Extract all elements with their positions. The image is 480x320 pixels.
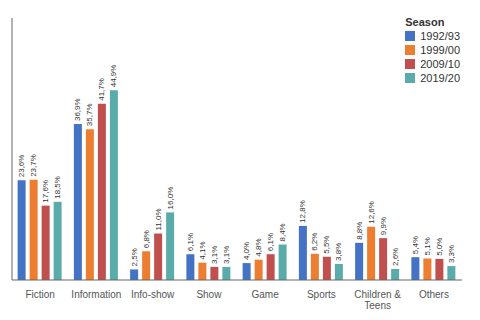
svg-text:Info-show: Info-show (131, 289, 175, 300)
svg-text:5,0%: 5,0% (435, 238, 444, 256)
svg-text:41,7%: 41,7% (97, 78, 106, 101)
svg-text:16,0%: 16,0% (166, 187, 175, 210)
svg-text:2,6%: 2,6% (391, 248, 400, 266)
svg-text:4,1%: 4,1% (198, 241, 207, 259)
svg-text:36,9%: 36,9% (73, 98, 82, 121)
svg-text:Show: Show (196, 289, 222, 300)
svg-text:8,4%: 8,4% (278, 223, 287, 241)
html-text:2009/10: 2009/10 (420, 58, 460, 70)
svg-text:17,6%: 17,6% (41, 180, 50, 203)
svg-text:2,5%: 2,5% (130, 248, 139, 266)
svg-text:23,7%: 23,7% (29, 154, 38, 177)
svg-text:Game: Game (252, 289, 280, 300)
svg-text:6,1%: 6,1% (266, 233, 275, 251)
svg-text:3,8%: 3,8% (334, 243, 343, 261)
html-text:2019/20: 2019/20 (420, 72, 460, 84)
svg-text:18,5%: 18,5% (53, 176, 62, 199)
svg-text:Sports: Sports (307, 289, 336, 300)
svg-text:12,8%: 12,8% (298, 200, 307, 223)
html-text:Season: Season (405, 16, 445, 28)
svg-text:35,7%: 35,7% (85, 103, 94, 126)
svg-text:4,0%: 4,0% (242, 242, 251, 260)
svg-text:5,1%: 5,1% (423, 237, 432, 255)
svg-text:6,1%: 6,1% (186, 233, 195, 251)
svg-text:Fiction: Fiction (25, 289, 54, 300)
svg-text:6,8%: 6,8% (142, 230, 151, 248)
svg-text:Information: Information (71, 289, 121, 300)
svg-text:5,5%: 5,5% (322, 236, 331, 254)
svg-text:4,8%: 4,8% (254, 238, 263, 256)
svg-text:3,3%: 3,3% (447, 245, 456, 263)
svg-text:3,1%: 3,1% (222, 246, 231, 264)
svg-text:11,0%: 11,0% (154, 208, 163, 230)
svg-text:5,4%: 5,4% (411, 236, 420, 254)
svg-text:9,9%: 9,9% (379, 217, 388, 235)
svg-text:12,6%: 12,6% (367, 201, 376, 224)
html-text:1992/93: 1992/93 (420, 30, 460, 42)
svg-text:Others: Others (419, 289, 449, 300)
svg-text:Children &Teens: Children &Teens (354, 289, 401, 311)
svg-text:6,2%: 6,2% (310, 233, 319, 251)
svg-text:44,9%: 44,9% (109, 65, 118, 88)
svg-text:3,1%: 3,1% (210, 246, 219, 264)
svg-text:23,6%: 23,6% (17, 155, 26, 178)
html-text:1999/00: 1999/00 (420, 44, 460, 56)
svg-text:8,8%: 8,8% (355, 222, 364, 240)
